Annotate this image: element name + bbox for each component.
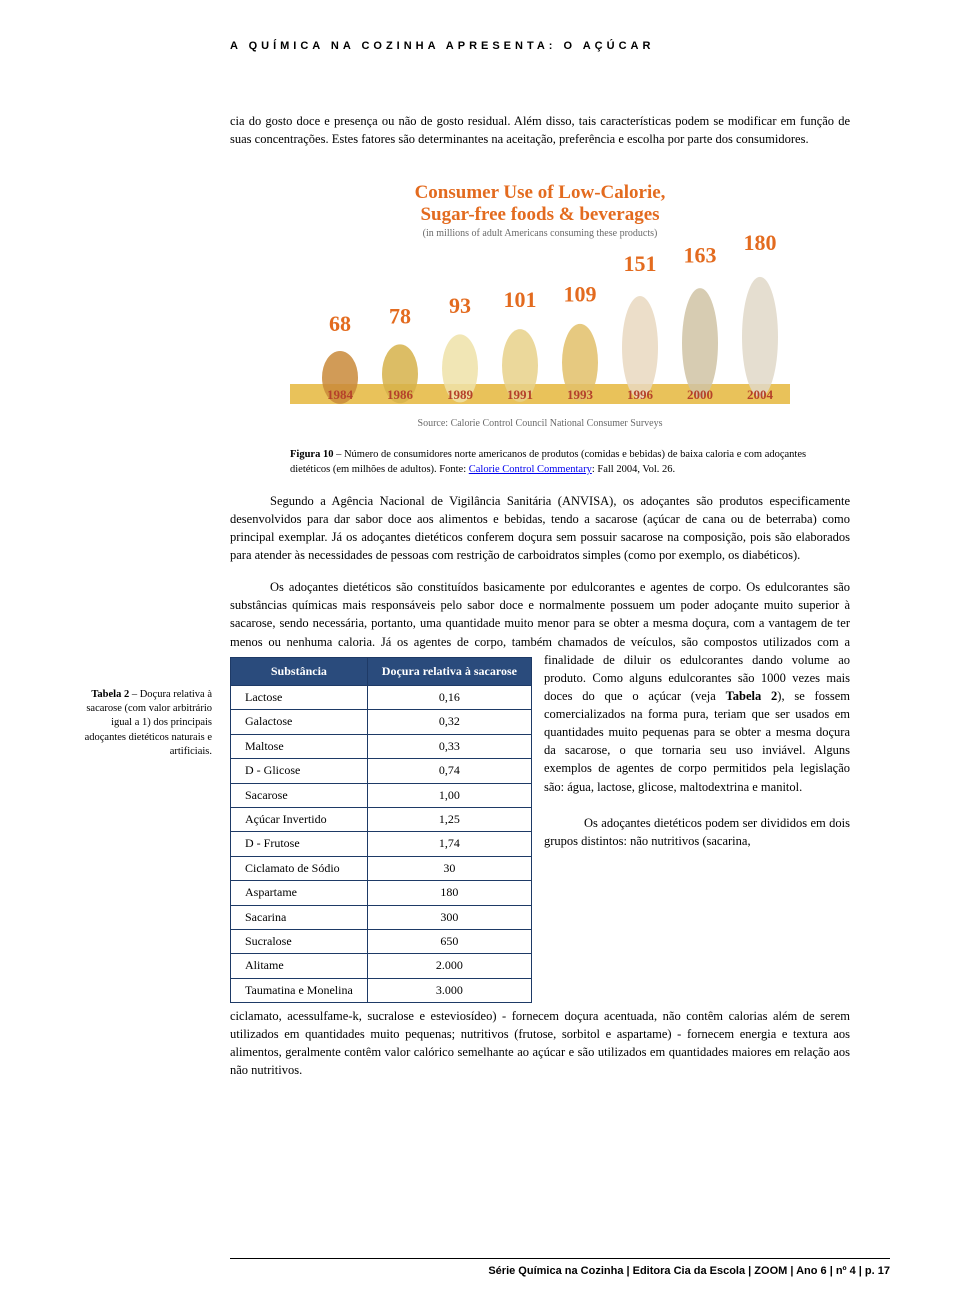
table-row: Sucralose650 <box>231 929 532 953</box>
table-cell-value: 30 <box>367 856 531 880</box>
table-row: Aspartame180 <box>231 881 532 905</box>
p3-after: ciclamato, acessulfame-k, sucralose e es… <box>230 1009 850 1077</box>
page-footer: Série Química na Cozinha | Editora Cia d… <box>70 1258 890 1277</box>
chart-subtitle: (in millions of adult Americans consumin… <box>423 228 658 239</box>
svg-text:68: 68 <box>329 311 351 336</box>
table-cell-substance: D - Glicose <box>231 759 368 783</box>
table-cell-value: 2.000 <box>367 954 531 978</box>
p3-wrap-bold: Tabela 2 <box>726 689 778 703</box>
table-col-2: Doçura relativa à sacarose <box>367 657 531 685</box>
table-cell-value: 0,33 <box>367 734 531 758</box>
table-caption-label: Tabela 2 <box>91 689 129 700</box>
table-cell-value: 3.000 <box>367 978 531 1002</box>
table-cell-value: 1,74 <box>367 832 531 856</box>
table-row: Sacarose1,00 <box>231 783 532 807</box>
chart-title-2: Sugar-free foods & beverages <box>420 204 659 225</box>
p3-wrap-c: Os adoçantes dietéticos podem ser dividi… <box>544 816 850 848</box>
table-cell-value: 650 <box>367 929 531 953</box>
svg-text:180: 180 <box>744 230 777 255</box>
table-cell-substance: Ciclamato de Sódio <box>231 856 368 880</box>
paragraph-2: Segundo a Agência Nacional de Vigilância… <box>230 492 850 565</box>
table-cell-value: 0,32 <box>367 710 531 734</box>
table-cell-substance: Aspartame <box>231 881 368 905</box>
p3-wrap-b: ), se fossem comercializados na forma pu… <box>544 689 850 794</box>
figure-source-link[interactable]: Calorie Control Commentary <box>469 464 592 475</box>
table-cell-substance: Maltose <box>231 734 368 758</box>
svg-text:78: 78 <box>389 304 411 329</box>
svg-text:101: 101 <box>504 287 537 312</box>
table-cell-substance: Sacarose <box>231 783 368 807</box>
table-cell-substance: Taumatina e Monelina <box>231 978 368 1002</box>
svg-text:163: 163 <box>684 243 717 268</box>
chart-bars-group: 68 78 93 101 109 151 163 180 <box>322 230 778 404</box>
svg-text:1991: 1991 <box>507 387 533 402</box>
figure-caption: Figura 10 – Número de consumidores norte… <box>290 448 830 477</box>
svg-text:2000: 2000 <box>687 387 713 402</box>
table-side-caption: Tabela 2 – Doçura relativa à sacarose (c… <box>72 688 212 759</box>
svg-text:2004: 2004 <box>747 387 774 402</box>
table-row: Açúcar Invertido1,25 <box>231 807 532 831</box>
chart-source: Source: Calorie Control Council National… <box>418 418 663 429</box>
svg-text:93: 93 <box>449 293 471 318</box>
table-row: Ciclamato de Sódio30 <box>231 856 532 880</box>
table-col-1: Substância <box>231 657 368 685</box>
table-row: Galactose0,32 <box>231 710 532 734</box>
svg-text:1996: 1996 <box>627 387 654 402</box>
paragraph-1: cia do gosto doce e presença ou não de g… <box>230 112 850 148</box>
page-header-title: A QUÍMICA NA COZINHA APRESENTA: O AÇÚCAR <box>230 40 890 52</box>
chart-base-band <box>290 384 790 404</box>
sweetness-table: Substância Doçura relativa à sacarose La… <box>230 657 532 1003</box>
table-cell-substance: Açúcar Invertido <box>231 807 368 831</box>
table-cell-value: 1,25 <box>367 807 531 831</box>
table-row: Sacarina300 <box>231 905 532 929</box>
table-row: D - Frutose1,74 <box>231 832 532 856</box>
table-row: Maltose0,33 <box>231 734 532 758</box>
table-cell-value: 1,00 <box>367 783 531 807</box>
table-cell-substance: Alitame <box>231 954 368 978</box>
footer-text: Série Química na Cozinha | Editora Cia d… <box>230 1265 890 1277</box>
lower-block: Tabela 2 – Doçura relativa à sacarose (c… <box>230 578 850 1079</box>
figure-tail: : Fall 2004, Vol. 26. <box>592 464 675 475</box>
consumer-use-chart: Consumer Use of Low-Calorie, Sugar-free … <box>230 174 850 434</box>
table-row: D - Glicose0,74 <box>231 759 532 783</box>
table-cell-value: 0,16 <box>367 686 531 710</box>
table-cell-substance: D - Frutose <box>231 832 368 856</box>
svg-text:1993: 1993 <box>567 387 594 402</box>
svg-text:1984: 1984 <box>327 387 354 402</box>
table-cell-substance: Galactose <box>231 710 368 734</box>
chart-title-1: Consumer Use of Low-Calorie, <box>415 182 666 203</box>
svg-text:1989: 1989 <box>447 387 474 402</box>
table-row: Lactose0,16 <box>231 686 532 710</box>
sweetness-table-wrap: Substância Doçura relativa à sacarose La… <box>230 657 532 1003</box>
paragraph-3: Os adoçantes dietéticos são constituídos… <box>230 578 850 1079</box>
table-row: Taumatina e Monelina3.000 <box>231 978 532 1002</box>
svg-text:1986: 1986 <box>387 387 414 402</box>
svg-text:151: 151 <box>624 251 657 276</box>
table-cell-value: 300 <box>367 905 531 929</box>
table-cell-value: 0,74 <box>367 759 531 783</box>
table-cell-substance: Sucralose <box>231 929 368 953</box>
footer-rule <box>230 1258 890 1259</box>
svg-text:109: 109 <box>564 282 597 307</box>
table-row: Alitame2.000 <box>231 954 532 978</box>
table-cell-substance: Lactose <box>231 686 368 710</box>
table-cell-substance: Sacarina <box>231 905 368 929</box>
table-cell-value: 180 <box>367 881 531 905</box>
figure-label: Figura 10 <box>290 449 333 460</box>
